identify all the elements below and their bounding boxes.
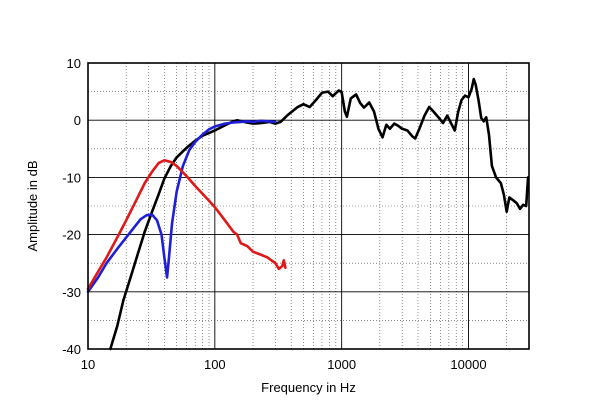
y-tick-label: -40 <box>62 342 81 357</box>
plot-frame <box>87 62 530 350</box>
series-line-blue <box>86 119 277 294</box>
x-axis-title: Frequency in Hz <box>261 380 356 395</box>
chart-series-layer <box>86 77 530 351</box>
x-tick-label: 1000 <box>327 357 356 372</box>
y-tick-label: -20 <box>62 228 81 243</box>
series-line-black <box>109 77 530 351</box>
x-tick-label: 10000 <box>450 357 486 372</box>
y-axis-title: Amplitude in dB <box>25 160 40 251</box>
x-tick-label: 10 <box>81 357 95 372</box>
x-tick-label: 100 <box>204 357 226 372</box>
y-tick-label: 0 <box>74 113 81 128</box>
series-line-red <box>86 158 287 291</box>
y-tick-label: -10 <box>62 170 81 185</box>
y-tick-label: -30 <box>62 285 81 300</box>
y-tick-label: 10 <box>67 56 81 71</box>
